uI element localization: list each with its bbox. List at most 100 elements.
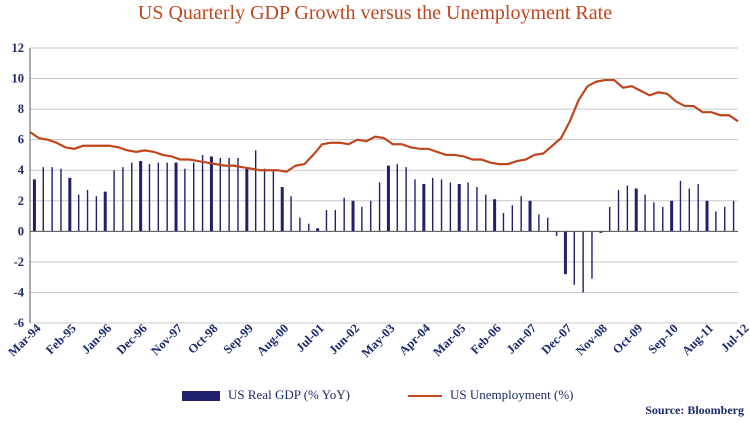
- gdp-bar: [148, 164, 151, 232]
- x-tick-label: Jul-01: [293, 321, 326, 354]
- unemployment-line: [29, 78, 739, 173]
- x-tick-label: Jul-12: [718, 321, 750, 354]
- gdp-bar: [502, 213, 505, 232]
- gdp-bar: [157, 162, 160, 232]
- gdp-bar: [724, 206, 726, 232]
- y-tick-label: 2: [18, 194, 24, 208]
- gdp-bar: [209, 156, 213, 232]
- gdp-bar: [431, 177, 434, 232]
- gdp-bar: [280, 187, 284, 232]
- gdp-bar: [245, 168, 249, 232]
- chart-title: US Quarterly GDP Growth versus the Unemp…: [137, 2, 613, 24]
- gdp-bar: [68, 177, 72, 232]
- gdp-bar: [325, 209, 328, 232]
- gdp-bar: [414, 179, 416, 232]
- x-tick-label: May-03: [359, 321, 398, 360]
- gdp-bar: [290, 196, 292, 232]
- gdp-bar: [715, 211, 717, 232]
- gdp-bar: [591, 231, 593, 279]
- gdp-bar: [547, 217, 549, 232]
- x-tick-label: Dec-96: [114, 321, 150, 357]
- source-note: Source: Bloomberg: [645, 403, 744, 417]
- gdp-bar: [449, 182, 452, 232]
- gdp-bars: [32, 150, 735, 293]
- x-tick-label: Aug-11: [679, 321, 716, 358]
- gdp-bar: [201, 154, 204, 232]
- gdp-bar: [237, 158, 239, 232]
- legend-swatch-unemployment: [408, 395, 442, 398]
- x-tick-label: Jun-02: [326, 321, 362, 357]
- gdp-bar: [662, 206, 664, 232]
- x-tick-label: Feb-06: [468, 321, 504, 357]
- gdp-bar: [396, 164, 398, 232]
- gdp-bar: [122, 167, 124, 232]
- x-tick-label: Jan-96: [79, 321, 114, 356]
- x-tick-label: Nov-08: [573, 321, 610, 358]
- gdp-bar: [351, 200, 355, 232]
- gdp-bar: [405, 167, 407, 232]
- gdp-bar: [528, 200, 532, 232]
- gdp-bar: [378, 182, 381, 232]
- gdp-bar: [308, 223, 310, 232]
- y-tick-label: 8: [18, 102, 24, 116]
- x-tick-label: Oct-09: [610, 321, 645, 356]
- gdp-bar: [361, 206, 363, 232]
- legend-item-gdp: US Real GDP (% YoY): [182, 387, 350, 403]
- gdp-bar: [485, 194, 487, 232]
- gdp-bar: [608, 206, 611, 232]
- gdp-bar: [299, 217, 301, 232]
- gdp-bar: [617, 190, 620, 232]
- y-tick-label: -6: [14, 316, 24, 330]
- x-tick-label: Apr-04: [396, 321, 433, 358]
- gdp-bar: [670, 200, 674, 232]
- gdp-bar: [679, 180, 682, 232]
- y-tick-label: 12: [12, 41, 25, 55]
- gdp-bar: [582, 231, 584, 293]
- gdp-bar: [644, 194, 646, 232]
- y-tick-label: -2: [14, 255, 24, 269]
- y-tick-label: -4: [14, 285, 25, 299]
- gdp-bar: [166, 162, 168, 232]
- legend-swatch-gdp: [182, 391, 220, 402]
- gdp-bar: [555, 231, 558, 236]
- gdp-bar: [32, 179, 36, 232]
- gdp-bar: [60, 168, 62, 232]
- gdp-bar: [343, 197, 345, 232]
- legend-item-unemployment: US Unemployment (%): [408, 387, 573, 403]
- x-tick-label: Aug-00: [254, 321, 291, 358]
- gdp-bar: [113, 170, 115, 232]
- gdp-bar: [254, 150, 257, 232]
- gdp-bar: [228, 158, 230, 232]
- gdp-bar: [193, 162, 195, 232]
- y-tick-label: 6: [18, 133, 24, 147]
- gdp-bar: [316, 228, 320, 232]
- gdp-bar: [51, 167, 53, 232]
- gdp-bar: [493, 199, 497, 232]
- gdp-bar: [334, 209, 337, 232]
- gdp-bar: [467, 182, 469, 232]
- gdp-bar: [386, 165, 390, 232]
- y-tick-label: 10: [12, 72, 25, 86]
- gdp-bar: [263, 168, 266, 232]
- gdp-bar: [174, 162, 178, 232]
- gdp-bar: [370, 200, 372, 232]
- gdp-bar: [705, 200, 709, 232]
- gdp-bar: [184, 168, 186, 232]
- axes: [29, 48, 738, 323]
- gdp-bar: [688, 188, 691, 232]
- gdp-bar: [732, 200, 735, 232]
- gdp-bar: [219, 158, 221, 232]
- gdp-bar: [697, 183, 699, 232]
- gdp-bar: [476, 187, 478, 232]
- gdp-bar: [457, 183, 461, 232]
- legend-label-unemployment: US Unemployment (%): [450, 387, 574, 402]
- gdp-bar: [103, 191, 107, 232]
- y-tick-label: 4: [18, 163, 25, 177]
- gdp-bar: [511, 205, 514, 232]
- gdp-bar: [599, 231, 603, 233]
- gdp-bar: [520, 196, 522, 232]
- gdp-bar: [95, 196, 98, 232]
- gdp-bar: [131, 162, 133, 232]
- x-tick-label: Mar-94: [6, 321, 45, 360]
